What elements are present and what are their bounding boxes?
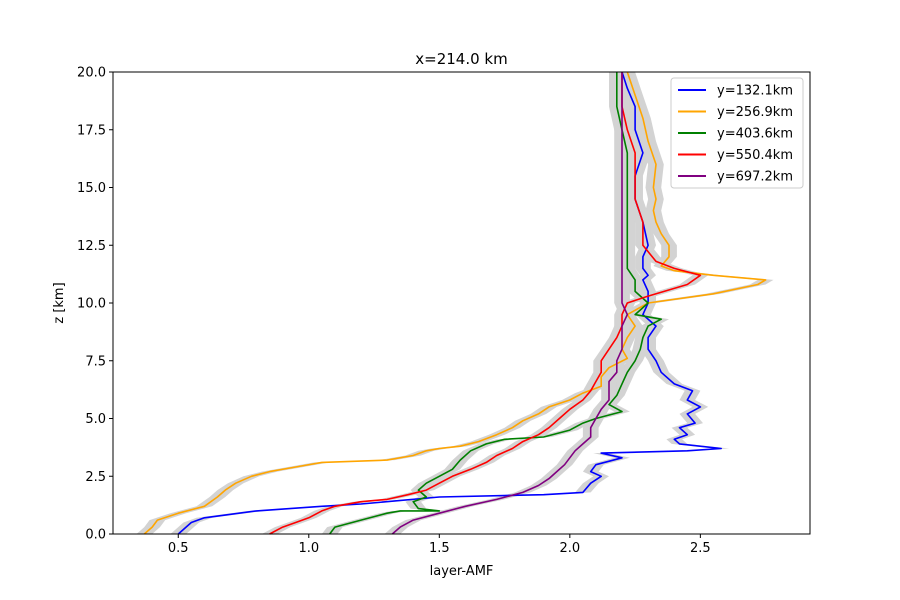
- series-line-4: [391, 72, 629, 535]
- y-tick-label: 7.5: [85, 354, 106, 369]
- legend-label-1: y=256.9km: [717, 105, 793, 120]
- y-tick-label: 10.0: [77, 297, 106, 312]
- legend-label-2: y=403.6km: [717, 127, 793, 142]
- x-axis-ticks: 0.5 1.0 1.5 2.0 2.5: [168, 534, 711, 556]
- legend-box: [670, 77, 804, 189]
- y-tick-label: 15.0: [77, 181, 106, 196]
- y-tick-label: 20.0: [77, 66, 106, 81]
- y-axis-label: z [km]: [52, 282, 67, 323]
- y-tick-label: 12.5: [77, 239, 106, 254]
- x-tick-label: 0.5: [168, 541, 189, 556]
- series-line-1: [143, 71, 767, 535]
- series-line-0: [177, 71, 722, 535]
- legend-label-4: y=697.2km: [717, 170, 793, 185]
- y-tick-label: 0.0: [85, 528, 106, 543]
- legend: y=132.1km y=256.9km y=403.6km y=550.4km y=69…: [670, 77, 804, 189]
- chart-title: x=214.0 km: [415, 50, 507, 68]
- series-line-2: [329, 72, 662, 535]
- y-tick-label: 5.0: [85, 412, 106, 427]
- y-axis-ticks: 0.0 2.5 5.0 7.5 10.0 12.5 15.0 17.5 20.0: [77, 66, 113, 543]
- y-tick-label: 17.5: [77, 123, 106, 138]
- x-axis-label: layer-AMF: [430, 564, 494, 579]
- series-line-3: [269, 72, 702, 535]
- x-tick-label: 1.0: [298, 541, 319, 556]
- x-tick-label: 2.5: [690, 541, 711, 556]
- x-tick-label: 2.0: [559, 541, 580, 556]
- y-tick-label: 2.5: [85, 470, 106, 485]
- legend-label-3: y=550.4km: [717, 148, 793, 163]
- legend-label-0: y=132.1km: [717, 84, 793, 99]
- x-tick-label: 1.5: [429, 541, 450, 556]
- series-lines: [143, 71, 767, 535]
